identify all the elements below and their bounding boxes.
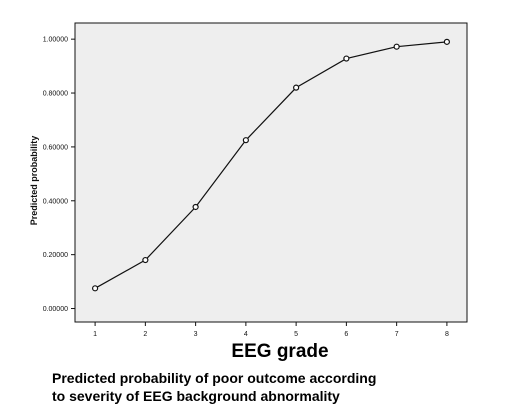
x-axis-title: EEG grade: [231, 341, 328, 362]
data-point: [142, 256, 149, 264]
data-point: [393, 43, 400, 50]
data-point: [293, 84, 300, 91]
series-group: [92, 38, 450, 292]
caption-line-2: to severity of EEG background abnormalit…: [52, 388, 340, 404]
y-tick-label: 0.80000: [43, 91, 68, 98]
y-tick-label: 0.20000: [43, 252, 68, 259]
x-tick-label: 8: [445, 331, 449, 338]
x-tick-label: 2: [143, 331, 147, 338]
data-point: [92, 285, 99, 292]
y-axis-ticks: 0.00000 0.20000 0.40000 0.60000 0.80000 1.000…: [43, 37, 75, 313]
plot-area-background: [74, 22, 468, 323]
caption-line-1: Predicted probability of poor outcome ac…: [52, 370, 377, 386]
x-tick-label: 7: [395, 331, 399, 338]
series-line: [94, 41, 447, 289]
data-point: [343, 55, 350, 62]
x-axis-ticks: 1 2 3 4 5 6 7 8: [93, 322, 449, 338]
x-tick-label: 6: [344, 331, 348, 338]
data-point: [242, 137, 249, 144]
y-tick-label: 1.00000: [43, 37, 68, 44]
y-tick-label: 0.40000: [43, 198, 68, 205]
x-tick-label: 4: [244, 331, 248, 338]
y-tick-label: 0.00000: [43, 306, 68, 313]
x-tick-label: 5: [294, 331, 298, 338]
data-point: [192, 203, 199, 211]
y-axis-title: Predicted probability: [29, 136, 39, 226]
y-tick-label: 0.60000: [43, 144, 68, 151]
data-point: [443, 38, 450, 45]
x-tick-label: 3: [194, 331, 198, 338]
figure-caption: Predicted probability of poor outcome ac…: [52, 369, 502, 405]
x-tick-label: 1: [93, 331, 97, 338]
